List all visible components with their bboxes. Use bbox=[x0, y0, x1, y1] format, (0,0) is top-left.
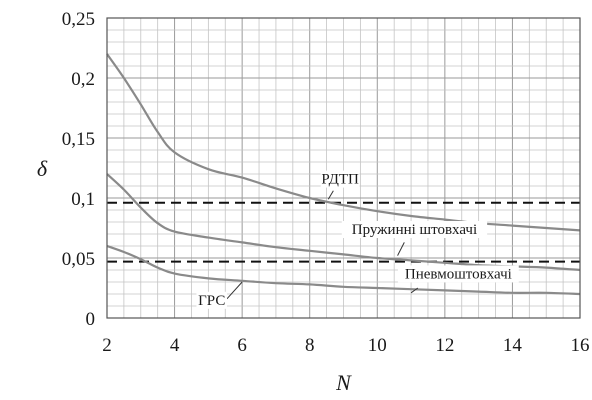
annotation-text: РДТП bbox=[321, 172, 359, 188]
series-line bbox=[106, 53, 581, 232]
leader-line bbox=[397, 242, 405, 256]
label-background bbox=[196, 291, 228, 309]
y-tick-label: 0,25 bbox=[62, 9, 95, 30]
annotation-text: Пружинні штовхачі bbox=[352, 222, 477, 238]
y-tick-label: 0,05 bbox=[62, 249, 95, 270]
y-tick-label: 0,15 bbox=[62, 129, 95, 150]
leader-line bbox=[410, 287, 419, 294]
x-axis-title: N bbox=[335, 370, 352, 395]
x-tick-label: 6 bbox=[237, 335, 247, 356]
y-tick-label: 0 bbox=[86, 309, 96, 330]
leader-line bbox=[327, 190, 334, 200]
y-axis-title: δ bbox=[37, 156, 48, 181]
annotation-label: Пружинні штовхачі bbox=[341, 221, 488, 256]
label-background bbox=[320, 170, 360, 188]
x-tick-label: 10 bbox=[368, 335, 387, 356]
x-tick-label: 4 bbox=[170, 335, 180, 356]
y-tick-label: 0,2 bbox=[71, 69, 95, 90]
label-background bbox=[341, 221, 488, 238]
x-tick-labels: 2 4 6 8 10 12 14 16 bbox=[102, 335, 589, 356]
annotation-text: Пневмоштовхачі bbox=[405, 266, 512, 282]
x-tick-label: 12 bbox=[435, 335, 454, 356]
label-background bbox=[397, 265, 519, 283]
annotation-label: Пневмоштовхачі bbox=[397, 265, 519, 294]
x-tick-label: 2 bbox=[102, 335, 112, 356]
annotation-label: ГРС bbox=[196, 281, 243, 309]
y-tick-labels: 0 0,05 0,1 0,15 0,2 0,25 bbox=[62, 9, 95, 330]
leader-line bbox=[226, 281, 243, 300]
annotations: РДТП Пружинні штовхачі Пневмоштовхачі ГРС bbox=[196, 170, 519, 309]
annotation-text: ГРС bbox=[198, 293, 225, 309]
series-line bbox=[106, 244, 581, 296]
y-tick-label: 0,1 bbox=[71, 189, 95, 210]
x-tick-label: 14 bbox=[503, 335, 523, 356]
annotation-label: РДТП bbox=[320, 170, 360, 200]
x-tick-label: 16 bbox=[571, 335, 590, 356]
x-tick-label: 8 bbox=[305, 335, 315, 356]
plot-frame bbox=[106, 17, 581, 319]
